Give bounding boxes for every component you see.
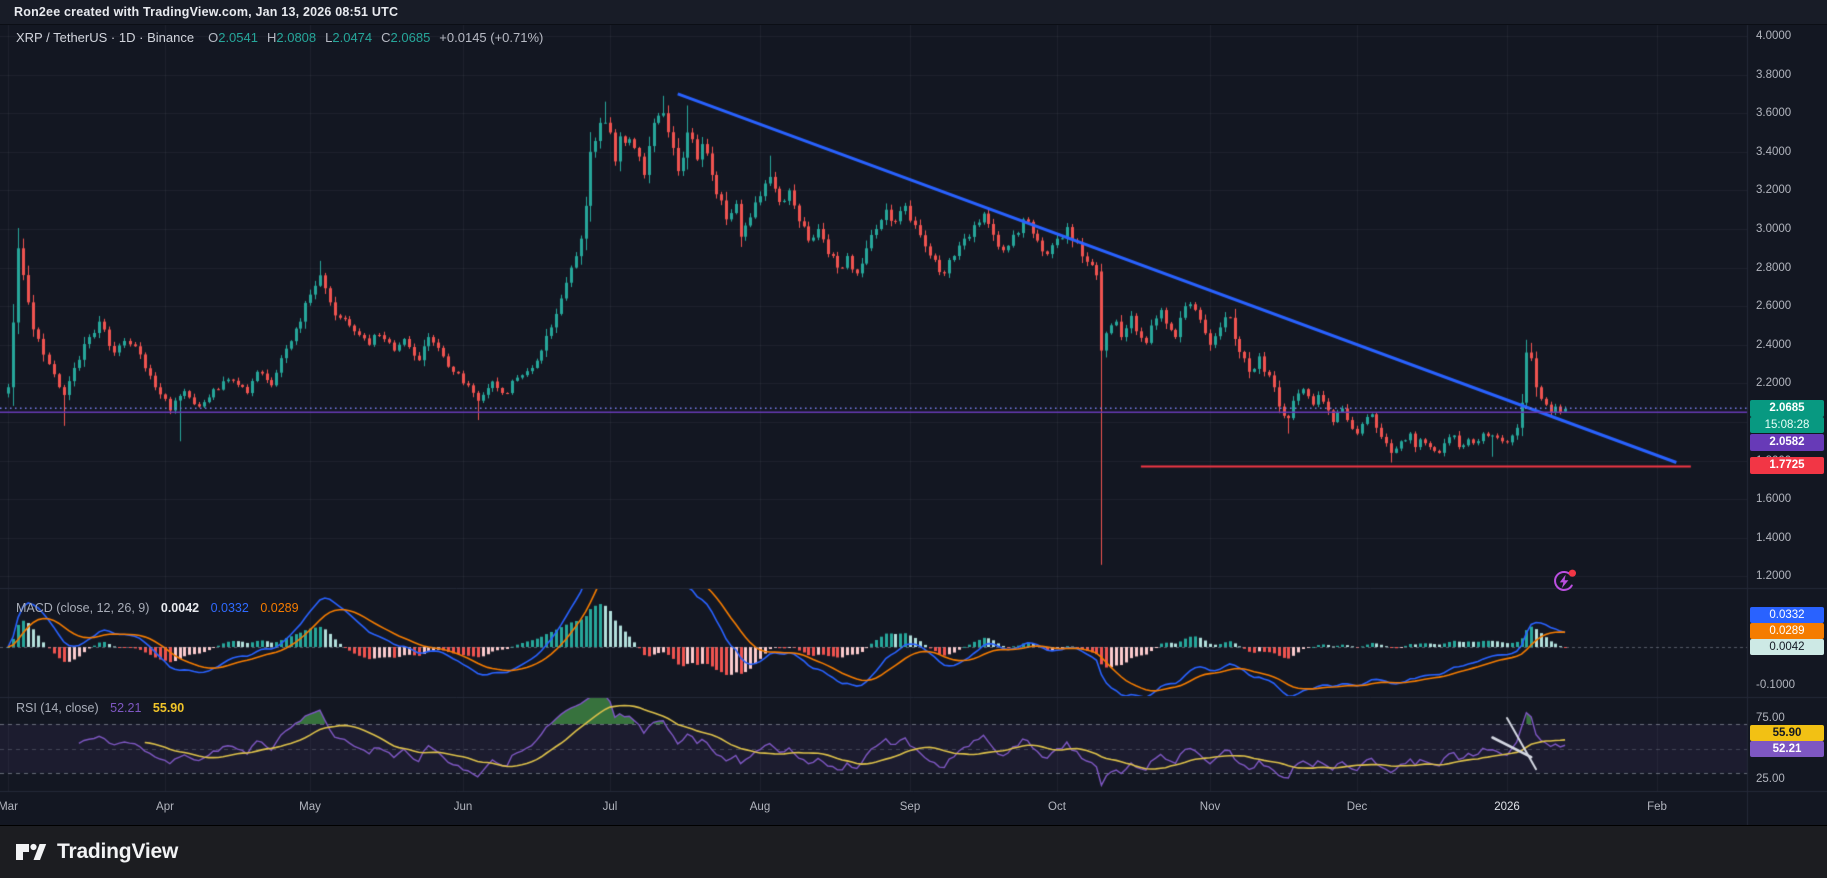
high-value: 2.0808 — [276, 30, 317, 45]
price-scale-tick: 75.00 — [1756, 712, 1785, 724]
tradingview-logo-icon[interactable] — [14, 839, 48, 865]
macd-hist-label: 0.0042 — [1750, 639, 1824, 655]
attribution-text: Ron2ee created with TradingView.com, Jan… — [14, 5, 399, 19]
rsi-title[interactable]: RSI (14, close) — [16, 701, 99, 715]
price-scale-tick: 1.6000 — [1756, 493, 1792, 506]
price-scale-tick: 3.0000 — [1756, 223, 1792, 235]
price-scale-tick: -0.1000 — [1756, 679, 1796, 691]
rsi-line-value: 52.21 — [110, 701, 142, 715]
open-key: O — [208, 30, 219, 45]
rsi-legend: RSI (14, close) 52.21 55.90 — [16, 701, 184, 715]
high-key: H — [266, 30, 277, 45]
time-axis-label: Oct — [1048, 801, 1066, 813]
price-scale-tick: 3.8000 — [1756, 68, 1792, 81]
time-axis-label: Apr — [156, 801, 174, 813]
ohlc-values: O2.0541 H2.0808 L2.0474 C2.0685 +0.0145 (+0.… — [208, 30, 543, 45]
price-scale-tick: 3.2000 — [1756, 184, 1792, 197]
interval-label: 1D — [118, 30, 136, 45]
price-scale-tick: 2.6000 — [1756, 300, 1792, 313]
purple-line-label: 2.0582 — [1750, 434, 1824, 451]
macd-signal-label: 0.0289 — [1750, 623, 1824, 639]
low-value: 2.0474 — [332, 30, 373, 45]
symbol-legend: XRP / TetherUS · 1D · Binance O2.0541 H2.… — [16, 30, 543, 45]
price-scale-tick: 4.0000 — [1756, 30, 1792, 42]
red-line-label: 1.7725 — [1750, 457, 1824, 474]
close-key: C — [381, 30, 391, 45]
macd-line-value: 0.0332 — [210, 601, 249, 615]
change-value: +0.0145 (+0.71%) — [439, 30, 544, 45]
price-scale-tick: 2.2000 — [1756, 377, 1792, 390]
price-scale-tick: 1.4000 — [1756, 531, 1792, 544]
price-scale-tick: 3.6000 — [1756, 107, 1792, 120]
macd-legend: MACD (close, 12, 26, 9) 0.0042 0.0332 0.… — [16, 601, 299, 615]
separator: · — [110, 30, 116, 45]
time-axis-label: Jun — [453, 801, 473, 813]
time-axis-label: Aug — [749, 801, 771, 813]
price-scale-tick: 3.4000 — [1756, 145, 1792, 158]
time-axis-label: 2026 — [1494, 801, 1520, 813]
time-axis-label: Jul — [602, 801, 618, 813]
tradingview-logo-text[interactable]: TradingView — [57, 840, 179, 863]
price-scale-tick: 2.4000 — [1756, 338, 1792, 351]
separator: · — [139, 30, 144, 45]
time-axis-label: Dec — [1346, 801, 1368, 813]
countdown-label: 15:08:28 — [1750, 417, 1824, 433]
time-axis-label: Nov — [1199, 801, 1221, 813]
last-price-label: 2.0685 — [1750, 400, 1824, 417]
footer-bar: TradingView — [0, 825, 1827, 878]
macd-title[interactable]: MACD (close, 12, 26, 9) — [16, 601, 150, 615]
macd-line-label: 0.0332 — [1750, 607, 1824, 623]
low-key: L — [325, 30, 333, 45]
close-value: 2.0685 — [390, 30, 431, 45]
rsi-line-label: 52.21 — [1750, 741, 1824, 757]
time-axis-label: May — [299, 801, 321, 813]
rsi-ma-label: 55.90 — [1750, 725, 1824, 741]
alert-lightning-icon[interactable] — [1549, 566, 1579, 596]
time-axis-label: Mar — [0, 801, 18, 813]
macd-signal-value: 0.0289 — [260, 601, 299, 615]
time-axis-label: Feb — [1647, 801, 1667, 813]
rsi-ma-value: 55.90 — [152, 701, 185, 715]
exchange-label: Binance — [147, 30, 195, 45]
symbol-title[interactable]: XRP / TetherUS · 1D · Binance — [16, 30, 195, 45]
macd-hist-value: 0.0042 — [160, 601, 200, 615]
open-value: 2.0541 — [218, 30, 258, 45]
price-scale-tick: 25.00 — [1756, 773, 1785, 785]
time-axis-label: Sep — [899, 801, 921, 813]
attribution-bar: Ron2ee created with TradingView.com, Jan… — [0, 0, 1827, 25]
price-scale-tick: 2.8000 — [1756, 261, 1792, 274]
price-scale-tick: 1.2000 — [1756, 570, 1792, 583]
